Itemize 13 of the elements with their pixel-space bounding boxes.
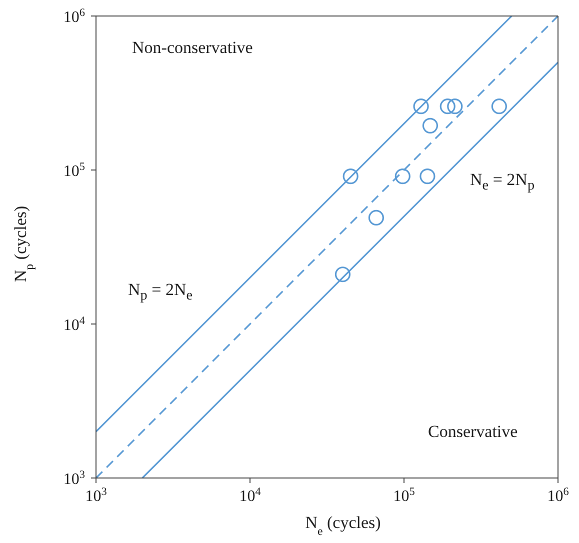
x-tick-label: 10$^{5}$ [393,486,416,505]
x-axis-title: N$_{e}$ (cycles) [305,513,381,538]
y-tick-label: 10$^{5}$ [63,161,86,180]
x-tick-label: 10$^{4}$ [239,486,262,505]
y-tick-label: 10$^{6}$ [63,7,86,26]
annotation: N$_{e}$ = 2N$_{p}$ [470,170,535,194]
annotation: Conservative [428,422,518,442]
x-tick-label: 10$^{3}$ [85,486,108,505]
x-tick-label: 10$^{6}$ [547,486,570,505]
annotation: Non-conservative [132,38,253,58]
y-tick-label: 10$^{3}$ [63,469,86,488]
annotation: N$_{p}$ = 2N$_{e}$ [128,280,193,304]
y-tick-label: 10$^{4}$ [63,315,86,334]
